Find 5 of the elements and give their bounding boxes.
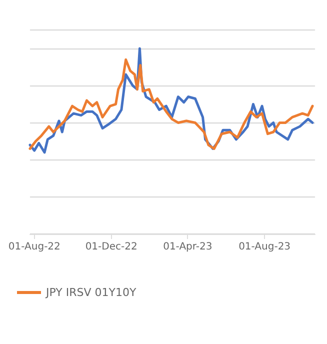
x-tick-label: 01-Aug-22	[8, 242, 60, 252]
x-tick-label: 01-Aug-23	[238, 242, 291, 252]
x-tick-label: 01-Apr-23	[163, 242, 212, 252]
x-tick-label: 01-Dec-22	[85, 242, 138, 252]
legend-label: JPY IRSV 01Y10Y	[45, 286, 136, 299]
